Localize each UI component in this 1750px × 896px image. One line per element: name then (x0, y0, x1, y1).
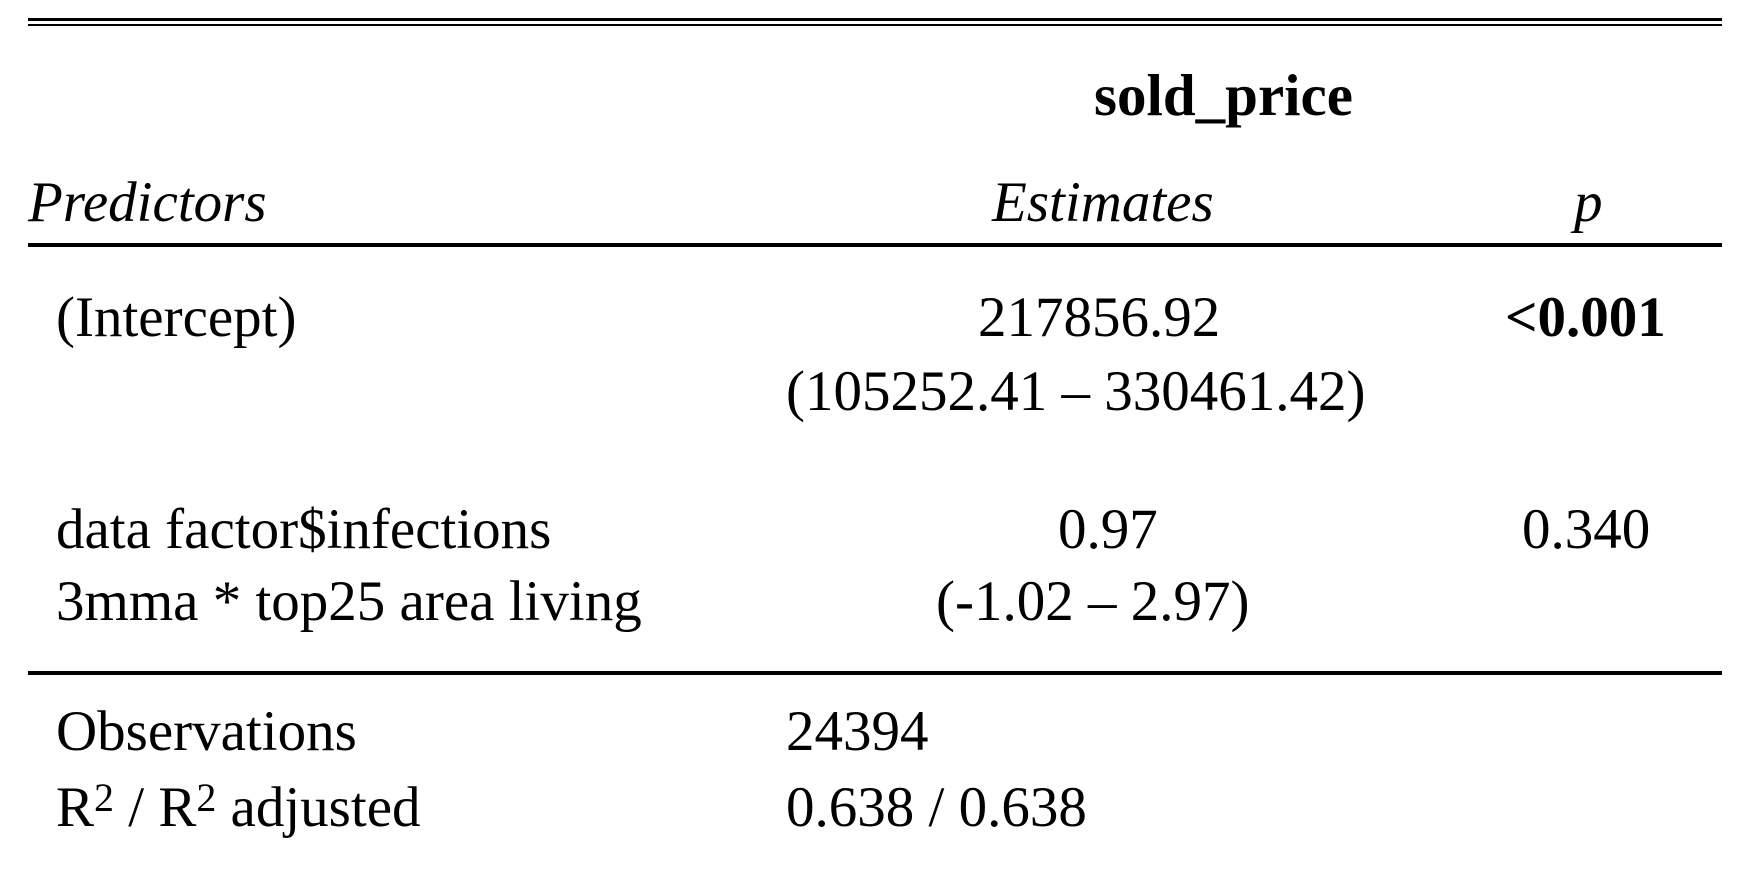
r2-label-mid: / R (113, 776, 197, 839)
top-double-rule-inner (28, 24, 1722, 26)
p-value-intercept: <0.001 (1505, 286, 1666, 349)
predictors-column-header: Predictors (28, 171, 267, 234)
observations-label: Observations (56, 700, 357, 763)
estimate-intercept: 217856.92 (978, 286, 1221, 349)
predictor-intercept: (Intercept) (56, 286, 297, 349)
r2-label-adjusted: adjusted (216, 776, 421, 839)
r-squared-label: R2 / R2 adjusted (56, 776, 421, 839)
estimate-interaction: 0.97 (1058, 498, 1158, 561)
observations-value: 24394 (786, 700, 929, 763)
predictor-interaction-line2: 3mma * top25 area living (56, 570, 642, 633)
header-rule (28, 243, 1722, 247)
estimates-column-header: Estimates (992, 171, 1214, 234)
predictor-interaction-line1: data factor$infections (56, 498, 552, 561)
confidence-interval-intercept: (105252.41 – 330461.42) (786, 360, 1366, 423)
r-squared-value: 0.638 / 0.638 (786, 776, 1087, 839)
r2-superscript-2: 2 (196, 774, 217, 820)
p-value-interaction: 0.340 (1522, 498, 1651, 561)
r2-label-r: R (56, 776, 95, 839)
confidence-interval-interaction: (-1.02 – 2.97) (936, 570, 1250, 633)
r2-superscript-1: 2 (94, 774, 114, 820)
dependent-variable-heading: sold_price (1094, 62, 1353, 128)
body-rule (28, 671, 1722, 675)
top-double-rule-outer (28, 18, 1722, 21)
p-value-column-header: p (1574, 171, 1603, 234)
